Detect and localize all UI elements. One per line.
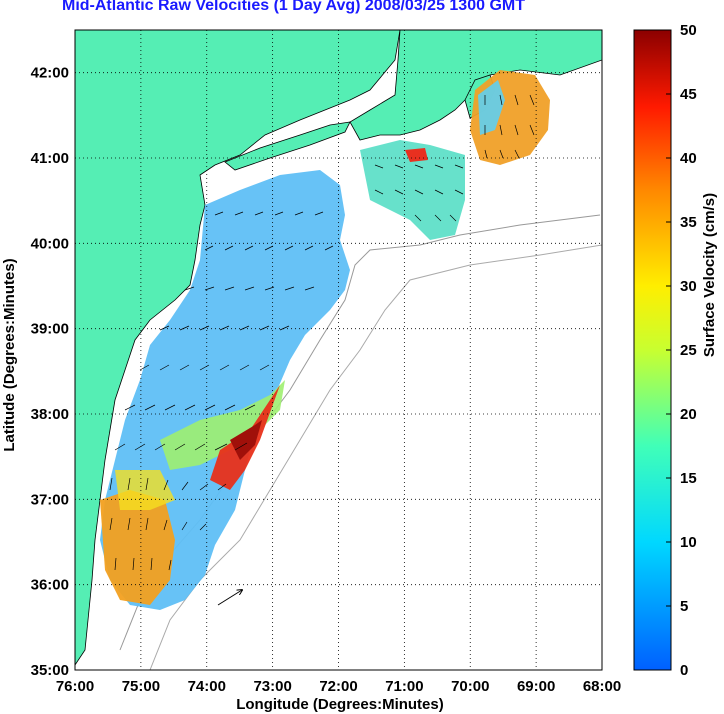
velocity-field-ri: [360, 140, 465, 240]
x-tick-label: 75:00: [122, 678, 160, 695]
x-tick-label: 69:00: [517, 678, 555, 695]
long-island: [224, 121, 351, 171]
colorbar-tick-label: 25: [680, 342, 697, 359]
x-axis-label: Longitude (Degrees:Minutes): [236, 696, 444, 713]
grid-lines: [75, 30, 602, 670]
y-tick-label: 40:00: [31, 235, 69, 252]
velocity-field-green-band: [160, 380, 285, 470]
colorbar-tick-label: 50: [680, 22, 697, 39]
velocity-field-orange-south: [100, 490, 175, 605]
y-tick-label: 35:00: [31, 662, 69, 679]
map-title: Mid-Atlantic Raw Velocities (1 Day Avg) …: [62, 0, 525, 14]
y-tick-label: 38:00: [31, 406, 69, 423]
y-tick-label: 42:00: [31, 65, 69, 82]
y-tick-label: 36:00: [31, 577, 69, 594]
plot-frame: [74, 29, 603, 671]
land-mass: [75, 30, 401, 666]
y-tick-label: 41:00: [31, 150, 69, 167]
y-tick-label: 37:00: [31, 491, 69, 508]
reference-arrow: [217, 590, 242, 606]
y-tick-labels: 42:00 41:00 40:00 39:00 38:00 37:00 36:00 35:00: [31, 65, 69, 679]
colorbar-tick-label: 40: [680, 150, 697, 167]
x-tick-label: 70:00: [451, 678, 489, 695]
y-tick-label: 39:00: [31, 321, 69, 338]
x-tick-label: 73:00: [253, 678, 291, 695]
colorbar-tick-label: 30: [680, 278, 697, 295]
colorbar-tick-label: 0: [680, 662, 688, 679]
x-tick-label: 74:00: [188, 678, 226, 695]
x-tick-label: 72:00: [319, 678, 357, 695]
colorbar-tick-label: 35: [680, 214, 697, 231]
colorbar-tick-label: 20: [680, 406, 697, 423]
colorbar-tick-label: 45: [680, 86, 697, 103]
colorbar-label: Surface Velocity (cm/s): [701, 193, 718, 357]
colorbar: [633, 29, 672, 671]
velocity-arrows: [109, 94, 535, 571]
colorbar-tick-label: 15: [680, 470, 697, 487]
colorbar-tick-label: 5: [680, 598, 688, 615]
x-tick-label: 68:00: [583, 678, 621, 695]
y-axis-label: Latitude (Degrees:Minutes): [1, 258, 18, 451]
x-tick-label: 71:00: [385, 678, 423, 695]
colorbar-tick-label: 10: [680, 534, 697, 551]
x-tick-labels: 76:00 75:00 74:00 73:00 72:00 71:00 70:00 69:00…: [56, 678, 621, 695]
velocity-field-darkred-patch: [230, 420, 262, 460]
x-tick-label: 76:00: [56, 678, 94, 695]
velocity-field-ri-red: [405, 148, 428, 162]
velocity-field-nantucket-blue: [478, 80, 505, 135]
